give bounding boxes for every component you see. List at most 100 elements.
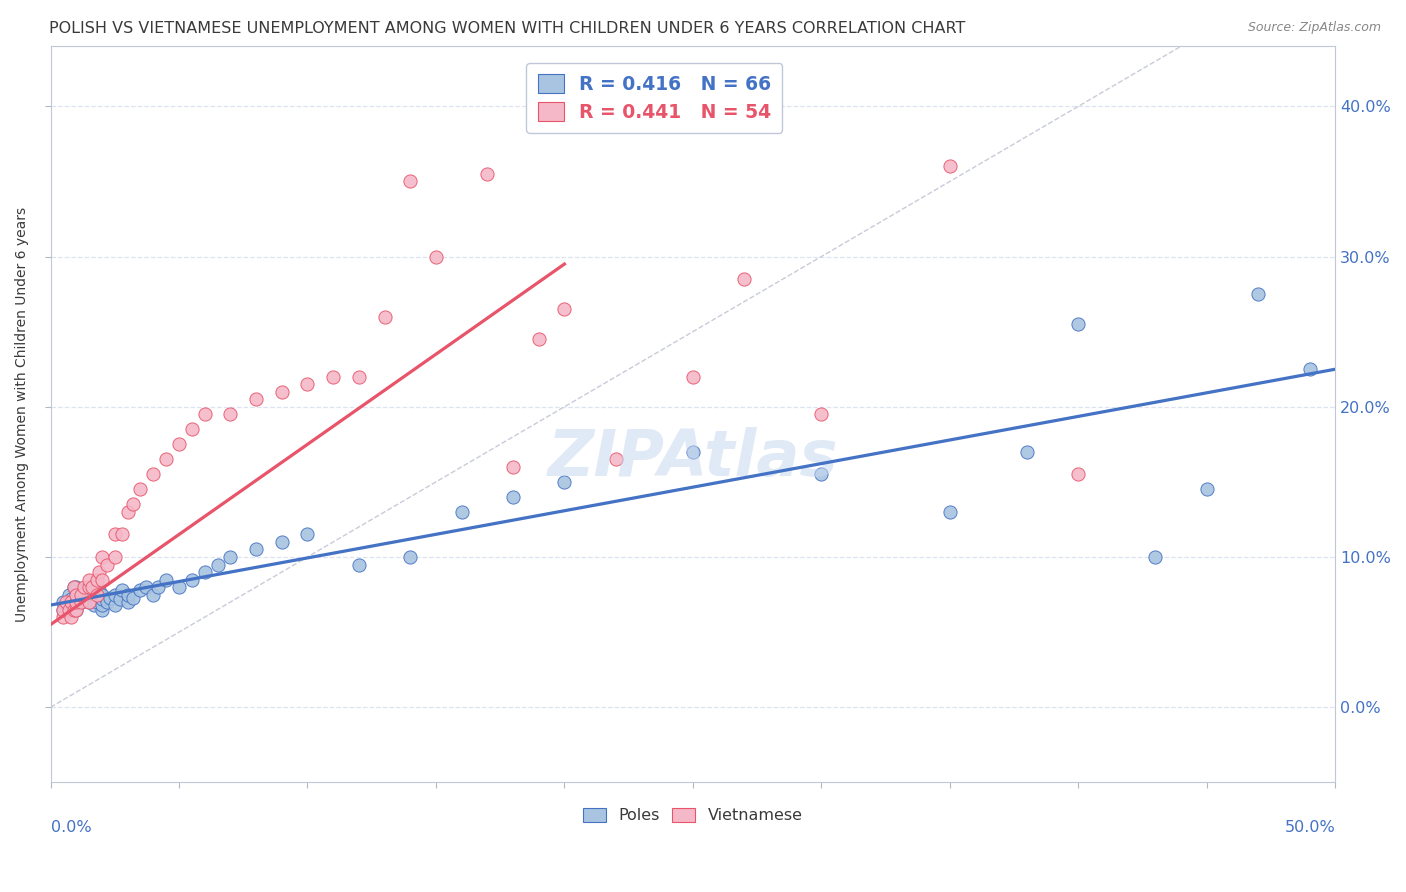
- Point: [96, 595, 118, 609]
- Point: [104, 527, 127, 541]
- Point: [62, 580, 84, 594]
- Point: [180, 573, 202, 587]
- Point: [399, 174, 422, 188]
- Point: [62, 602, 84, 616]
- Point: [148, 580, 170, 594]
- Point: [86, 573, 108, 587]
- Point: [90, 602, 112, 616]
- Point: [90, 588, 112, 602]
- Point: [60, 592, 83, 607]
- Point: [80, 588, 103, 602]
- Point: [1195, 483, 1218, 497]
- Point: [219, 549, 242, 564]
- Point: [60, 610, 83, 624]
- Point: [62, 595, 84, 609]
- Point: [374, 310, 396, 324]
- Point: [73, 583, 96, 598]
- Point: [55, 595, 77, 609]
- Point: [58, 588, 80, 602]
- Point: [347, 369, 370, 384]
- Point: [425, 250, 447, 264]
- Point: [810, 407, 832, 421]
- Point: [89, 583, 111, 598]
- Point: [111, 583, 134, 598]
- Point: [129, 583, 152, 598]
- Point: [77, 583, 100, 598]
- Point: [270, 535, 292, 549]
- Point: [297, 377, 319, 392]
- Point: [270, 384, 292, 399]
- Point: [450, 505, 472, 519]
- Point: [65, 595, 87, 609]
- Point: [167, 580, 190, 594]
- Point: [194, 407, 217, 421]
- Point: [322, 369, 344, 384]
- Point: [297, 527, 319, 541]
- Point: [104, 598, 127, 612]
- Point: [155, 573, 177, 587]
- Text: 0.0%: 0.0%: [51, 820, 91, 835]
- Point: [65, 595, 87, 609]
- Point: [129, 483, 152, 497]
- Point: [527, 332, 550, 346]
- Point: [810, 467, 832, 482]
- Point: [553, 302, 575, 317]
- Text: ZIPAtlas: ZIPAtlas: [548, 427, 838, 490]
- Point: [207, 558, 229, 572]
- Point: [117, 588, 139, 602]
- Point: [167, 437, 190, 451]
- Point: [142, 467, 165, 482]
- Point: [65, 588, 87, 602]
- Point: [96, 558, 118, 572]
- Point: [347, 558, 370, 572]
- Text: Source: ZipAtlas.com: Source: ZipAtlas.com: [1247, 21, 1381, 34]
- Point: [1067, 317, 1090, 331]
- Point: [52, 610, 75, 624]
- Point: [553, 475, 575, 489]
- Point: [733, 272, 755, 286]
- Point: [180, 422, 202, 436]
- Point: [62, 580, 84, 594]
- Point: [1298, 362, 1320, 376]
- Point: [58, 602, 80, 616]
- Point: [77, 573, 100, 587]
- Point: [86, 588, 108, 602]
- Point: [117, 595, 139, 609]
- Point: [65, 591, 87, 605]
- Point: [104, 549, 127, 564]
- Point: [142, 588, 165, 602]
- Point: [77, 595, 100, 609]
- Point: [502, 490, 524, 504]
- Point: [682, 369, 704, 384]
- Point: [89, 565, 111, 579]
- Point: [65, 602, 87, 616]
- Point: [219, 407, 242, 421]
- Point: [399, 549, 422, 564]
- Point: [121, 498, 143, 512]
- Point: [682, 445, 704, 459]
- Point: [121, 591, 143, 605]
- Point: [605, 452, 627, 467]
- Point: [939, 505, 962, 519]
- Point: [90, 598, 112, 612]
- Point: [52, 595, 75, 609]
- Point: [90, 592, 112, 607]
- Point: [70, 588, 93, 602]
- Point: [70, 595, 93, 609]
- Text: 50.0%: 50.0%: [1285, 820, 1336, 835]
- Point: [245, 392, 267, 407]
- Point: [70, 588, 93, 602]
- Point: [135, 580, 157, 594]
- Point: [939, 160, 962, 174]
- Point: [60, 598, 83, 612]
- Point: [65, 602, 87, 616]
- Y-axis label: Unemployment Among Women with Children Under 6 years: Unemployment Among Women with Children U…: [15, 207, 30, 622]
- Point: [83, 598, 105, 612]
- Point: [73, 592, 96, 607]
- Point: [65, 580, 87, 594]
- Point: [52, 602, 75, 616]
- Point: [117, 505, 139, 519]
- Point: [502, 459, 524, 474]
- Point: [245, 542, 267, 557]
- Point: [108, 592, 131, 607]
